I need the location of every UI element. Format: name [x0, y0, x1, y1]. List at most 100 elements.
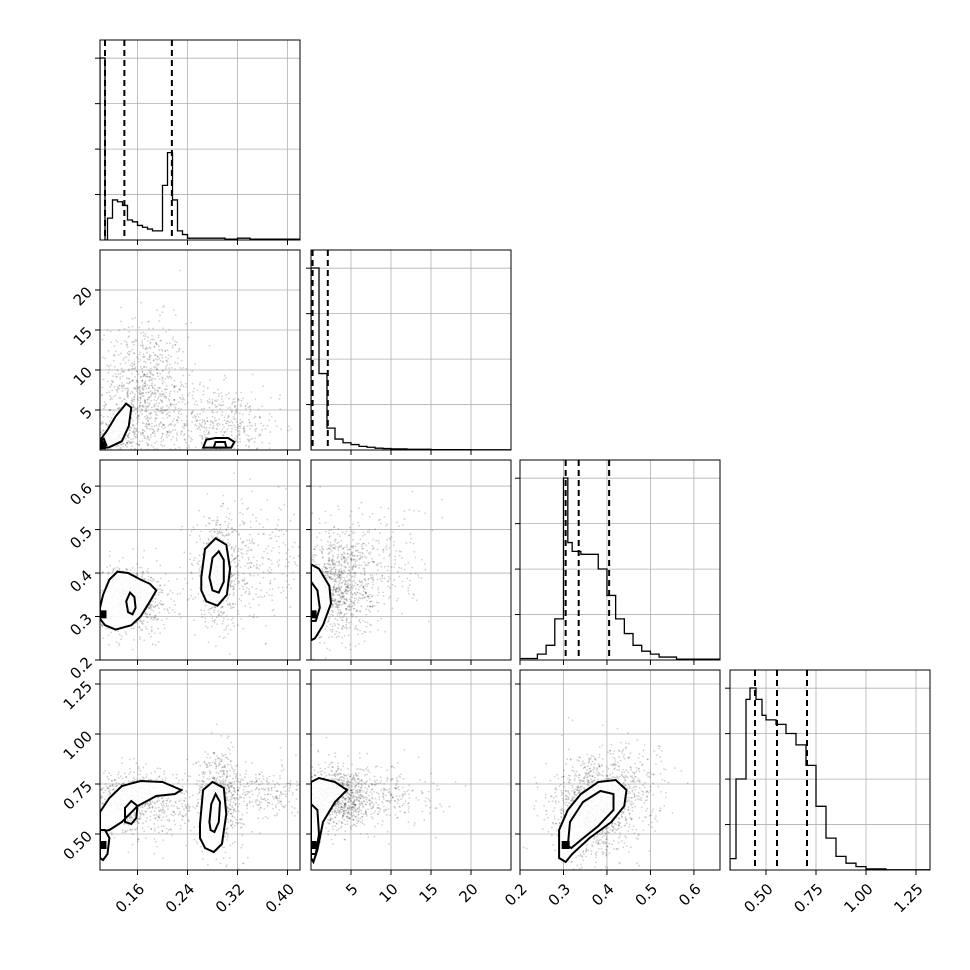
scatter-point	[163, 395, 166, 398]
scatter-point	[218, 761, 221, 764]
scatter-point	[229, 582, 232, 585]
scatter-point	[131, 348, 134, 351]
scatter-point	[221, 434, 224, 437]
scatter-point	[285, 529, 288, 532]
scatter-point	[145, 776, 148, 779]
scatter-point	[209, 756, 212, 759]
scatter-point	[364, 585, 366, 587]
scatter-point	[127, 439, 129, 442]
scatter-point	[226, 534, 228, 536]
scatter-point	[247, 593, 250, 596]
scatter-point	[227, 786, 230, 789]
scatter-point	[231, 606, 234, 609]
scatter-point	[174, 813, 176, 815]
scatter-point	[266, 498, 269, 501]
scatter-point	[181, 778, 184, 781]
scatter-point	[331, 629, 334, 631]
scatter-point	[155, 547, 158, 550]
scatter-point	[161, 445, 164, 447]
scatter-point	[144, 405, 147, 408]
scatter-point	[211, 427, 214, 429]
scatter-point	[243, 430, 246, 432]
scatter-point	[147, 805, 150, 807]
scatter-point	[137, 396, 139, 398]
scatter-point	[244, 592, 247, 594]
scatter-point	[108, 794, 110, 796]
scatter-point	[104, 789, 107, 792]
scatter-point	[195, 420, 198, 422]
scatter-point	[236, 425, 239, 428]
scatter-point	[239, 795, 241, 798]
scatter-point	[108, 772, 110, 774]
scatter-point	[125, 633, 128, 635]
scatter-point	[230, 825, 233, 828]
scatter-point	[126, 818, 129, 821]
scatter-point	[142, 406, 145, 408]
scatter-point	[201, 779, 204, 782]
scatter-point	[219, 759, 222, 761]
scatter-point	[139, 392, 142, 395]
scatter-point	[162, 603, 164, 606]
scatter-point	[223, 374, 226, 377]
scatter-point	[232, 622, 234, 624]
scatter-point	[101, 433, 104, 436]
scatter-point	[338, 587, 341, 590]
scatter-point	[228, 533, 231, 536]
scatter-point	[127, 396, 129, 399]
scatter-point	[216, 521, 219, 524]
scatter-point	[189, 440, 192, 443]
scatter-point	[132, 343, 135, 346]
scatter-point	[154, 605, 157, 607]
scatter-point	[198, 780, 201, 783]
scatter-point	[148, 439, 151, 441]
scatter-point	[191, 412, 193, 414]
scatter-point	[181, 785, 184, 787]
scatter-point	[148, 327, 150, 330]
scatter-point	[107, 778, 110, 781]
scatter-point	[357, 599, 360, 602]
scatter-point	[254, 398, 257, 401]
scatter-point	[236, 764, 239, 767]
scatter-point	[135, 387, 138, 390]
scatter-point	[244, 776, 246, 779]
scatter-point	[148, 404, 151, 406]
scatter-point	[178, 347, 181, 350]
scatter-point	[201, 419, 204, 421]
scatter-point	[106, 425, 109, 428]
scatter-point	[193, 556, 196, 559]
scatter-point	[251, 425, 253, 427]
scatter-point	[288, 787, 291, 790]
scatter-point	[213, 519, 216, 522]
scatter-point	[168, 414, 171, 417]
scatter-point	[166, 375, 169, 378]
scatter-point	[225, 789, 228, 791]
scatter-point	[239, 566, 242, 569]
scatter-point	[118, 642, 121, 645]
scatter-point	[221, 766, 224, 769]
scatter-point	[139, 396, 141, 398]
scatter-point	[329, 628, 332, 631]
scatter-point	[349, 605, 351, 608]
scatter-point	[333, 600, 335, 602]
scatter-point	[145, 616, 148, 618]
scatter-point	[201, 616, 204, 619]
scatter-point	[154, 818, 157, 820]
scatter-point	[127, 851, 130, 854]
scatter-point	[153, 810, 156, 813]
scatter-point	[156, 801, 159, 804]
scatter-point	[369, 610, 371, 613]
scatter-point	[156, 796, 159, 799]
scatter-point	[139, 397, 142, 400]
scatter-point	[113, 567, 116, 569]
scatter-point	[228, 790, 231, 792]
scatter-point	[266, 817, 269, 819]
scatter-point	[221, 398, 223, 400]
scatter-point	[259, 415, 261, 418]
scatter-point	[141, 339, 144, 342]
scatter-point	[251, 549, 253, 551]
scatter-point	[275, 796, 277, 799]
scatter-point	[150, 576, 152, 579]
scatter-point	[185, 806, 188, 809]
scatter-point	[345, 608, 348, 611]
scatter-point	[311, 558, 313, 561]
